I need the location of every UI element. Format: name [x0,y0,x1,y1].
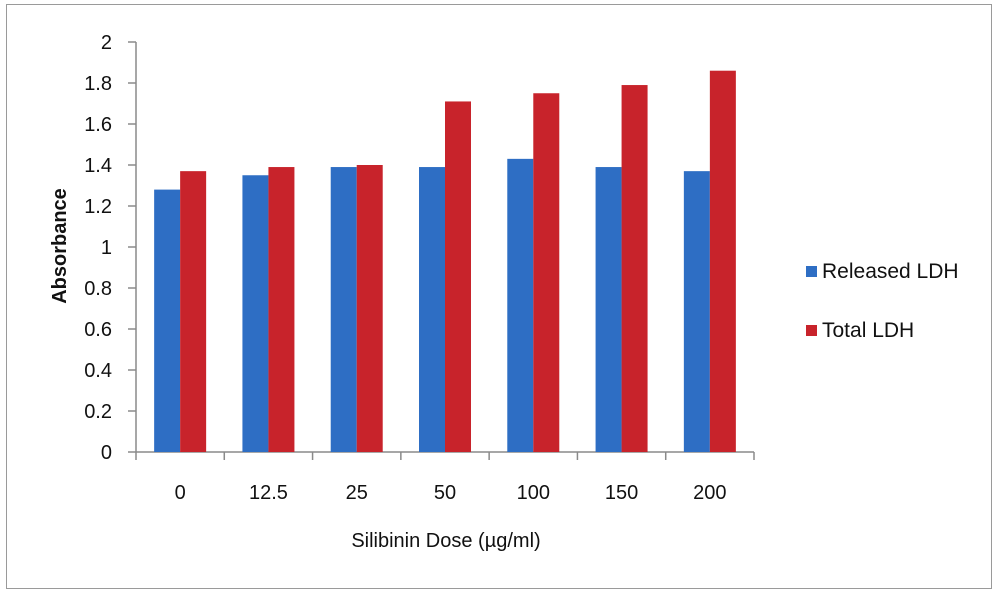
x-tick-label: 200 [693,482,726,504]
legend-swatch [806,266,817,277]
y-tick-label: 1.8 [84,73,112,95]
x-axis: 0 12.5 25 50 100 150 200 [135,451,755,504]
y-tick-label: 1 [101,237,112,259]
x-tick-label: 50 [434,482,456,504]
y-axis-title: Absorbance [49,188,71,304]
legend: Released LDH Total LDH [806,260,959,342]
bar-total-ldh [533,93,560,452]
x-tick-label: 100 [517,482,550,504]
bar-total-ldh [356,165,383,452]
bar-released-ldh [507,158,534,452]
y-tick-label: 0 [101,442,112,464]
y-tick-label: 1.4 [84,155,112,177]
bar-released-ldh [595,167,622,453]
bar-total-ldh [709,70,736,452]
x-tick-label: 150 [605,482,638,504]
legend-label: Total LDH [822,319,914,342]
legend-swatch [806,325,817,336]
bar-released-ldh [419,167,445,453]
x-tick-label: 25 [346,482,368,504]
y-tick-label: 0.6 [84,319,112,341]
y-tick-label: 0.8 [84,278,112,300]
x-axis-title: Silibinin Dose (µg/ml) [351,530,540,552]
bar-released-ldh [330,167,357,453]
bar-total-ldh [268,167,295,453]
y-tick-label: 0.2 [84,401,112,423]
bar-total-ldh [180,171,207,452]
bars [154,70,736,453]
x-tick-label: 12.5 [249,482,288,504]
bar-released-ldh [242,175,269,452]
bar-total-ldh [621,85,648,453]
bar-total-ldh [445,101,471,452]
x-tick-label: 0 [175,482,186,504]
y-tick-label: 2 [101,32,112,54]
bar-released-ldh [154,189,181,452]
y-tick-label: 1.2 [84,196,112,218]
y-tick-label: 0.4 [84,360,112,382]
bar-released-ldh [683,171,710,452]
legend-label: Released LDH [822,260,959,283]
y-tick-label: 1.6 [84,114,112,136]
y-axis: 0 0.2 0.4 0.6 0.8 1 1.2 1.4 1.6 1.8 2 [84,32,137,464]
